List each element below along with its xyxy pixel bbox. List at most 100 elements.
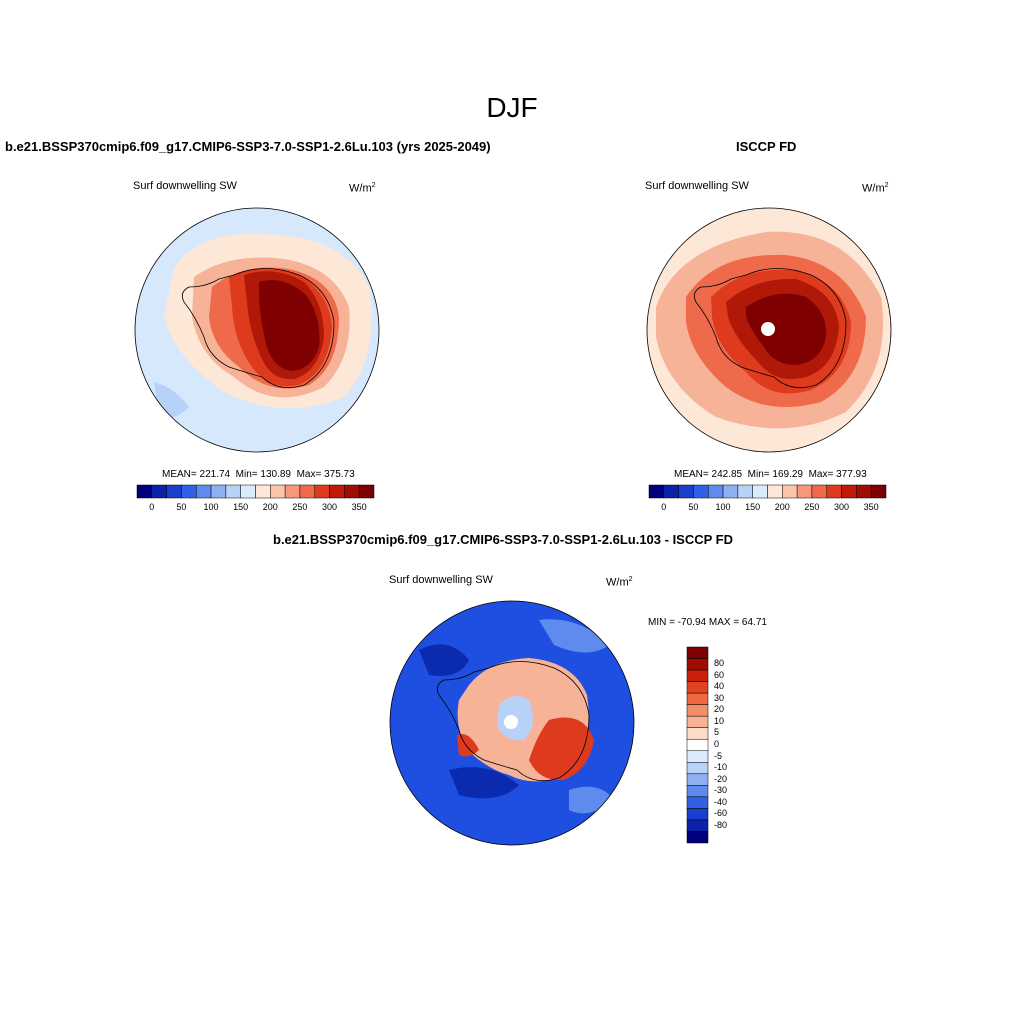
diff-variable-label: Surf downwelling SW <box>389 574 493 586</box>
diff-colorbar <box>686 646 709 844</box>
model-polar-map <box>134 207 380 453</box>
obs-maroon-core <box>746 293 827 365</box>
obs-colorbar-swatch <box>841 484 857 499</box>
model-colorbar-swatch <box>210 484 227 499</box>
model-colorbar-tick-label: 250 <box>292 502 308 512</box>
diff-colorbar-swatch <box>686 796 709 809</box>
diff-coastline <box>436 661 590 782</box>
model-colorbar-swatch <box>136 484 153 499</box>
obs-variable-label: Surf downwelling SW <box>645 180 749 192</box>
model-colorbar-swatch <box>358 484 375 499</box>
obs-colorbar-swatch <box>870 484 887 499</box>
obs-colorbar-swatch <box>693 484 709 499</box>
obs-colorbar-swatch <box>648 484 665 499</box>
diff-deep-blob-2 <box>449 767 519 799</box>
obs-stats: MEAN= 242.85 Min= 169.29 Max= 377.93 <box>674 469 867 480</box>
model-colorbar-swatch <box>270 484 286 499</box>
model-maroon-core <box>259 280 320 371</box>
diff-colorbar-swatch <box>686 808 709 821</box>
diff-polar-map <box>389 600 635 846</box>
model-colorbar-tick-label: 0 <box>149 502 155 512</box>
model-colorbar-swatch <box>344 484 360 499</box>
diff-colorbar-tick-label: 80 <box>714 658 725 669</box>
obs-colorbar-swatch <box>722 484 739 499</box>
diff-colorbar-tick-label: 30 <box>714 692 725 703</box>
model-stats: MEAN= 221.74 Min= 130.89 Max= 375.73 <box>162 469 355 480</box>
diff-light-blob-1 <box>539 619 609 653</box>
model-colorbar-tick-label: 350 <box>351 502 367 512</box>
diff-colorbar-swatch <box>686 692 709 705</box>
obs-panel-title: ISCCP FD <box>736 139 797 154</box>
diff-colorbar-tick-label: -80 <box>714 819 728 830</box>
model-units-label: W/m2 <box>349 182 376 195</box>
diff-colorbar-tick-label: -40 <box>714 796 728 807</box>
diff-colorbar-swatch <box>686 658 709 671</box>
obs-colorbar-swatch <box>678 484 694 499</box>
diff-colorbar-swatch <box>686 773 709 786</box>
diff-colorbar-swatch <box>686 762 709 775</box>
obs-colorbar-tick-label: 250 <box>804 502 820 512</box>
model-colorbar-ticks: 0 50 100 150 200 250 300 350 <box>137 502 374 514</box>
diff-colorbar-swatch <box>686 819 709 832</box>
obs-colorbar-tick-label: 100 <box>715 502 731 512</box>
model-colorbar-swatch <box>240 484 256 499</box>
diff-colorbar-swatch <box>686 785 709 798</box>
diff-colorbar-swatch <box>686 715 709 728</box>
diff-colorbar-swatch <box>686 646 709 659</box>
obs-colorbar-tick-label: 300 <box>834 502 850 512</box>
model-colorbar-tick-label: 150 <box>233 502 249 512</box>
model-colorbar-tick-label: 300 <box>322 502 338 512</box>
obs-colorbar-tick-label: 350 <box>863 502 879 512</box>
model-colorbar-swatch <box>299 484 315 499</box>
obs-pole-hole <box>761 322 775 336</box>
obs-colorbar-tick-label: 200 <box>774 502 790 512</box>
model-colorbar-tick-label: 200 <box>262 502 278 512</box>
model-colorbar <box>136 484 375 499</box>
diff-colorbar-swatch <box>686 727 709 740</box>
diff-colorbar-tick-label: -30 <box>714 785 728 796</box>
model-variable-label: Surf downwelling SW <box>133 180 237 192</box>
diff-colorbar-tick-label: -5 <box>714 750 723 761</box>
model-colorbar-swatch <box>314 484 330 499</box>
model-colorbar-swatch <box>255 484 271 499</box>
obs-units-label: W/m2 <box>862 182 889 195</box>
model-panel-title: b.e21.BSSP370cmip6.f09_g17.CMIP6-SSP3-7.… <box>5 139 491 154</box>
diff-panel-title: b.e21.BSSP370cmip6.f09_g17.CMIP6-SSP3-7.… <box>273 532 734 547</box>
diff-colorbar-tick-label: -60 <box>714 808 728 819</box>
obs-colorbar-swatch <box>796 484 813 499</box>
figure-title: DJF <box>486 92 538 123</box>
diff-colorbar-tick-label: -20 <box>714 773 728 784</box>
model-colorbar-swatch <box>166 484 182 499</box>
diff-minmax: MIN = -70.94 MAX = 64.71 <box>648 617 767 628</box>
diff-colorbar-swatch <box>686 831 709 844</box>
diff-colorbar-swatch <box>686 681 709 694</box>
diff-colorbar-tick-label: 60 <box>714 669 725 680</box>
obs-colorbar-swatch <box>708 484 724 499</box>
obs-colorbar-ticks: 0 50 100 150 200 250 300 350 <box>649 502 886 514</box>
model-colorbar-swatch <box>196 484 212 499</box>
obs-coastline <box>693 268 847 389</box>
model-coastline <box>181 268 335 389</box>
obs-colorbar-swatch <box>737 484 753 499</box>
diff-colorbar-tick-label: 5 <box>714 727 720 738</box>
obs-colorbar-swatch <box>767 484 783 499</box>
diff-colorbar-tick-label: 40 <box>714 681 725 692</box>
diff-colorbar-swatch <box>686 704 709 717</box>
obs-colorbar-swatch <box>811 484 827 499</box>
obs-colorbar-swatch <box>752 484 768 499</box>
obs-colorbar-tick-label: 0 <box>661 502 667 512</box>
diff-colorbar-tick-label: -10 <box>714 762 728 773</box>
model-colorbar-swatch <box>181 484 197 499</box>
obs-colorbar-swatch <box>856 484 872 499</box>
obs-colorbar-tick-label: 50 <box>688 502 699 512</box>
obs-colorbar-tick-label: 150 <box>745 502 761 512</box>
diff-colorbar-tick-label: 10 <box>714 715 725 726</box>
diff-deep-blob-1 <box>419 644 469 676</box>
obs-colorbar-swatch <box>663 484 679 499</box>
diff-colorbar-ticks: 80 60 40 30 20 10 5 0 -5 -10 -20 -30 -40 -60 -80 <box>712 647 752 843</box>
diff-pole-hole <box>504 715 518 729</box>
diff-colorbar-tick-label: 20 <box>714 704 725 715</box>
model-colorbar-tick-label: 50 <box>176 502 187 512</box>
obs-polar-map <box>646 207 892 453</box>
model-colorbar-swatch <box>225 484 241 499</box>
